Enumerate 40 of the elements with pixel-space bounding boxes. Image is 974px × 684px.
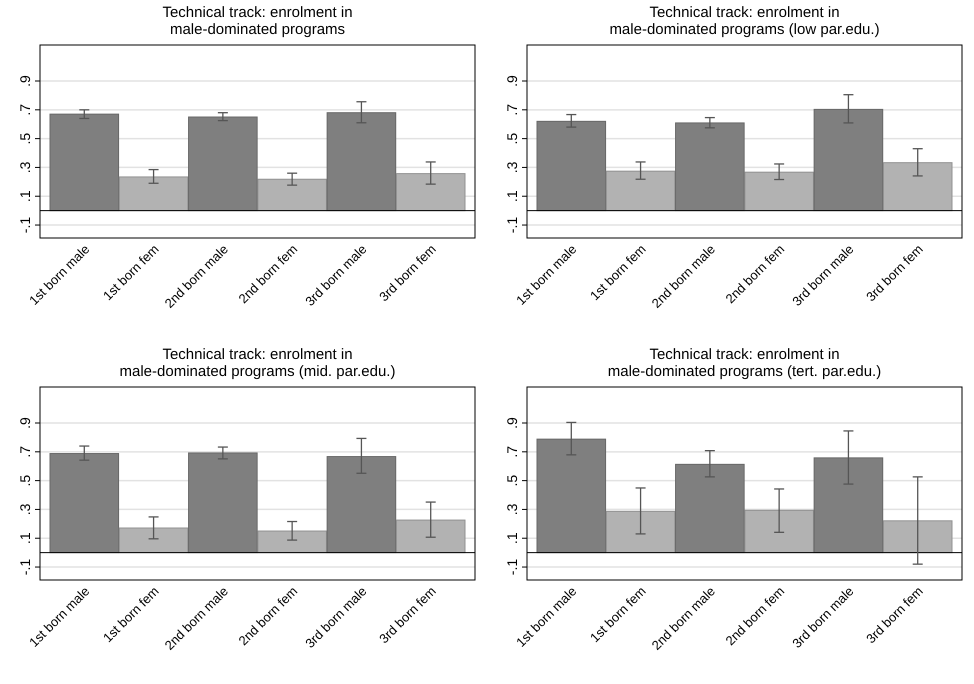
- y-tick-label: .1: [17, 190, 33, 202]
- y-tick-label: -.1: [504, 216, 520, 234]
- x-tick-label: 2nd born fem: [722, 584, 788, 648]
- y-tick-label: .9: [17, 74, 33, 87]
- x-tick-label: 1st born fem: [586, 584, 649, 646]
- y-tick-label: .5: [17, 474, 33, 486]
- y-tick-label: -.1: [17, 216, 33, 234]
- y-tick-label: .5: [504, 474, 520, 486]
- y-tick-label: .7: [17, 104, 33, 116]
- x-tick-label: 3rd born fem: [863, 242, 926, 304]
- x-tick-label: 2nd born fem: [235, 584, 300, 648]
- x-tick-label: 2nd born fem: [235, 242, 300, 306]
- x-tick-label: 3rd born fem: [863, 584, 926, 646]
- chart-title: Technical track: enrolment in male-dominated programs (low par.edu.): [609, 4, 880, 38]
- y-tick-label: .1: [17, 532, 33, 544]
- y-tick-label: -.1: [17, 558, 33, 576]
- x-tick-label: 3rd born fem: [376, 242, 439, 304]
- y-tick-label: .3: [17, 503, 33, 516]
- y-tick-label: .9: [504, 74, 520, 87]
- y-tick-label: .7: [504, 104, 520, 116]
- y-tick-label: .3: [504, 503, 520, 516]
- y-tick-label: .3: [17, 161, 33, 174]
- y-tick-label: -.1: [504, 558, 520, 576]
- chart-title: Technical track: enrolment in male-dominated programs (tert. par.edu.): [608, 346, 882, 380]
- y-tick-label: .1: [504, 190, 520, 202]
- y-tick-label: .9: [504, 416, 520, 429]
- x-tick-label: 1st born fem: [586, 242, 649, 304]
- y-tick-label: .3: [504, 161, 520, 174]
- y-tick-label: .9: [17, 416, 33, 429]
- chart-title: Technical track: enrolment in male-dominated programs (mid. par.edu.): [120, 346, 396, 380]
- y-tick-label: .7: [17, 446, 33, 458]
- y-tick-label: .5: [504, 132, 520, 144]
- x-tick-label: 1st born fem: [100, 242, 162, 304]
- y-tick-label: .7: [504, 446, 520, 458]
- x-tick-label: 3rd born fem: [376, 584, 439, 646]
- y-tick-label: .1: [504, 532, 520, 544]
- y-tick-label: .5: [17, 132, 33, 144]
- x-tick-label: 1st born fem: [100, 584, 162, 646]
- x-tick-label: 2nd born fem: [722, 242, 788, 306]
- chart-title: Technical track: enrolment in male-dominated programs: [162, 4, 353, 38]
